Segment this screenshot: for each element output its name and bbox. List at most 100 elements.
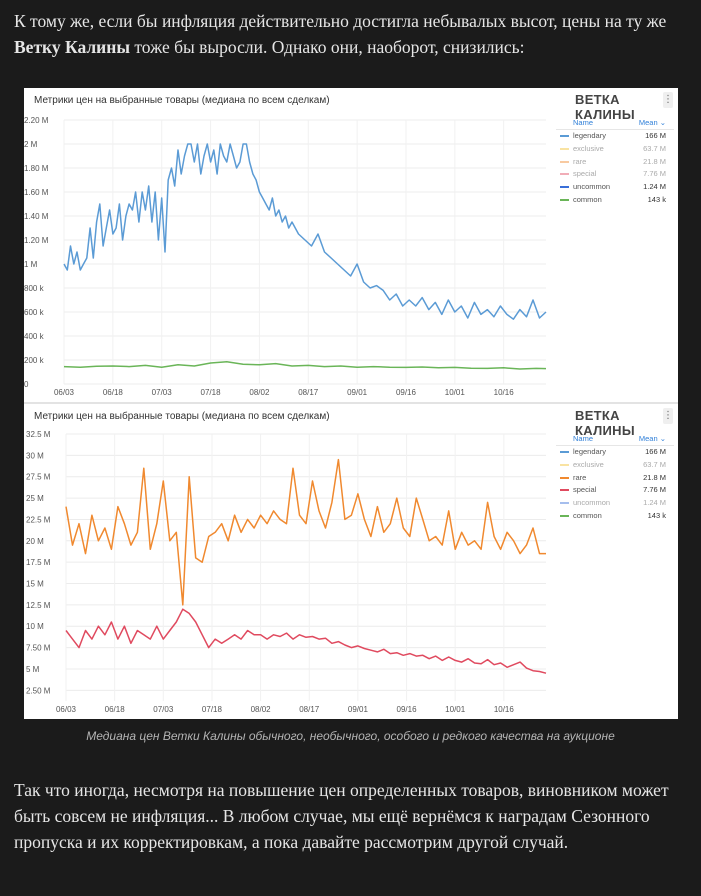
y-tick-label: 1.40 M [24,212,49,221]
legend-item-rare[interactable]: rare 21.8 M [556,156,674,169]
panel-brand: ВЕТКА КАЛИНЫ [575,92,635,122]
series-line-common [63,361,547,370]
line-chart-top: 0 200 k 400 k 600 k 800 k 1 M 1.20 M 1.40 M 1.60… [24,116,547,397]
legend-col-mean[interactable]: Mean ⌄ [638,434,666,443]
legend-item-rare[interactable]: rare 21.8 M [556,472,674,485]
y-tick-label: 17.5 M [26,558,51,567]
legend-label: legendary [573,131,606,140]
chart-figure: Метрики цен на выбранные товары (медиана… [24,88,678,719]
legend-item-exclusive[interactable]: exclusive 63.7 M [556,459,674,472]
y-tick-label: 200 k [24,356,45,365]
intro-paragraph: К тому же, если бы инфляция действительн… [14,8,694,60]
y-tick-label: 400 k [24,332,45,341]
chart-panel-bottom: Метрики цен на выбранные товары (медиана… [24,404,678,719]
series-line-special [65,608,547,674]
legend-item-legendary[interactable]: legendary 166 M [556,130,674,143]
legend-item-special[interactable]: special 7.76 M [556,484,674,497]
legend-label: rare [573,156,587,166]
legend-mean-value: 7.76 M [643,169,666,179]
x-tick-label: 08/02 [251,705,272,714]
chart-legend-top: Name Mean ⌄ legendary 166 M exclusive 63.7 M r… [556,116,674,207]
legend-label: common [573,510,602,520]
y-tick-label: 2.20 M [24,116,49,125]
x-tick-label: 07/18 [202,705,223,714]
y-tick-label: 5 M [26,665,40,674]
y-tick-label: 27.5 M [26,473,51,482]
x-tick-label: 07/03 [152,388,173,397]
x-tick-label: 06/03 [56,705,77,714]
legend-col-name[interactable]: Name [573,434,594,443]
intro-text-b: тоже бы выросли. Однако они, наоборот, с… [130,37,525,57]
legend-label: exclusive [573,143,604,153]
y-tick-label: 30 M [26,451,44,460]
y-tick-label: 7.50 M [26,644,51,653]
intro-text-a: К тому же, если бы инфляция действительн… [14,11,667,31]
x-tick-label: 08/02 [249,388,270,397]
legend-mean-value: 143 k [647,510,666,520]
x-tick-label: 10/01 [445,705,466,714]
legend-label: rare [573,472,587,482]
legend-mean-value: 1.24 M [643,182,666,192]
chart-legend-bottom: Name Mean ⌄ legendary 166 M exclusive 63.7 M r… [556,432,674,523]
y-tick-label: 2.50 M [26,686,51,695]
panel-title: Метрики цен на выбранные товары (медиана… [34,411,330,422]
legend-swatch [560,451,569,453]
legend-col-mean[interactable]: Mean ⌄ [638,118,666,127]
x-tick-label: 10/01 [445,388,466,397]
panel-title: Метрики цен на выбранные товары (медиана… [34,95,330,106]
x-tick-label: 09/16 [397,705,418,714]
legend-item-common[interactable]: common 143 k [556,510,674,523]
legend-item-common[interactable]: common 143 k [556,194,674,207]
legend-swatch [560,476,569,479]
legend-swatch [560,198,569,201]
y-tick-label: 22.5 M [26,515,51,524]
y-tick-label: 10 M [26,622,44,631]
series-line-uncommon [63,143,547,320]
x-tick-label: 10/16 [494,388,515,397]
outro-paragraph: Так что иногда, несмотря на повышение це… [14,780,669,852]
chart-panel-top: Метрики цен на выбранные товары (медиана… [24,88,678,402]
legend-item-legendary[interactable]: legendary 166 M [556,446,674,459]
legend-item-special[interactable]: special 7.76 M [556,168,674,181]
x-tick-label: 06/18 [105,705,126,714]
legend-col-name[interactable]: Name [573,118,594,127]
series-line-rare [65,458,546,606]
legend-mean-value: 63.7 M [643,459,666,469]
y-tick-label: 800 k [24,284,45,293]
line-chart-bottom: 2.50 M 5 M 7.50 M 10 M 12.5 M 15 M 17.5 M 20 M 2… [26,430,547,714]
legend-item-uncommon[interactable]: uncommon 1.24 M [556,181,674,194]
legend-swatch [560,463,569,466]
legend-label: legendary [573,447,606,456]
legend-swatch [560,502,569,505]
x-tick-label: 10/16 [494,705,515,714]
legend-swatch [560,489,569,492]
legend-mean-value: 166 M [645,447,666,456]
y-tick-label: 1.20 M [24,236,49,245]
y-tick-label: 1 M [24,260,38,269]
legend-label: uncommon [573,182,611,192]
y-tick-label: 1.80 M [24,164,49,173]
legend-item-exclusive[interactable]: exclusive 63.7 M [556,143,674,156]
x-tick-label: 06/18 [103,388,124,397]
x-tick-label: 09/16 [396,388,417,397]
y-tick-label: 0 [24,380,29,389]
legend-item-uncommon[interactable]: uncommon 1.24 M [556,497,674,510]
legend-label: uncommon [573,498,611,508]
panel-menu-icon[interactable]: ⋮ [663,408,673,424]
x-tick-label: 09/01 [348,705,369,714]
y-tick-label: 25 M [26,494,44,503]
legend-swatch [560,147,569,150]
legend-swatch [560,173,569,176]
legend-label: special [573,169,597,179]
x-tick-label: 08/17 [299,705,320,714]
y-tick-label: 1.60 M [24,188,49,197]
y-tick-label: 600 k [24,308,45,317]
x-tick-label: 07/18 [201,388,222,397]
panel-brand: ВЕТКА КАЛИНЫ [575,408,635,438]
x-tick-label: 07/03 [153,705,174,714]
legend-label: exclusive [573,459,604,469]
legend-swatch [560,514,569,517]
legend-mean-value: 1.24 M [643,498,666,508]
panel-menu-icon[interactable]: ⋮ [663,92,673,108]
legend-label: common [573,194,602,204]
